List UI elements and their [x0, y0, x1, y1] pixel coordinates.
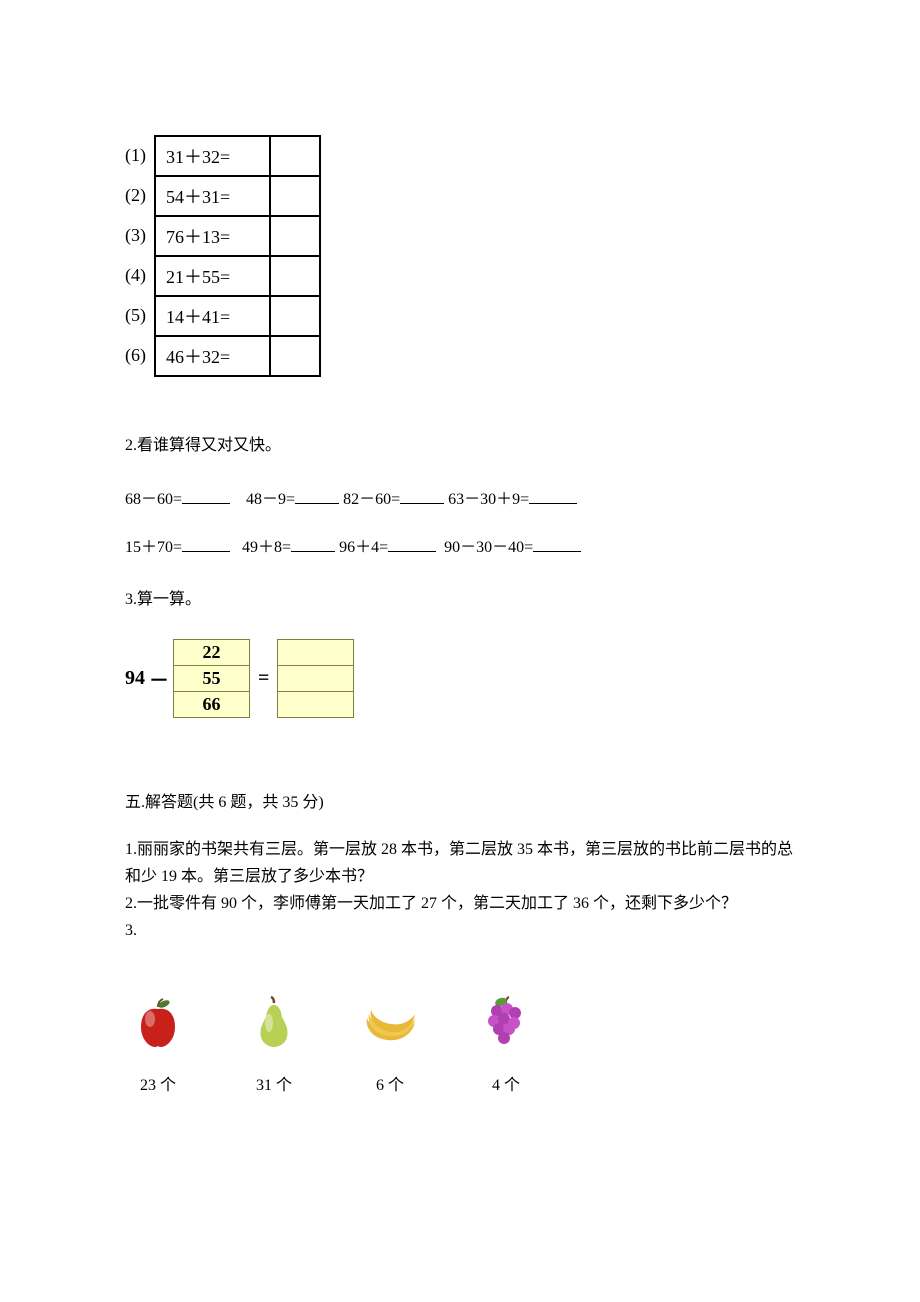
mental-math-row2: 15＋70= 49＋8= 96＋4= 90－30－40= — [125, 533, 795, 557]
word-problem-1: 1.丽丽家的书架共有三层。第一层放 28 本书，第二层放 35 本书，第三层放的… — [125, 836, 795, 890]
expr: 82－60= — [343, 491, 400, 508]
minuend: 94 — [125, 667, 145, 690]
row-label: (4) — [125, 255, 146, 295]
table-row: 14＋41= — [155, 296, 320, 336]
result-cell — [278, 639, 354, 665]
section5-heading: 五.解答题(共 6 题，共 35 分) — [125, 788, 795, 812]
result-cell — [278, 691, 354, 717]
word-problem-2: 2.一批零件有 90 个，李师傅第一天加工了 27 个，第二天加工了 36 个，… — [125, 890, 795, 917]
blank — [400, 503, 444, 504]
row-label: (5) — [125, 295, 146, 335]
row-label: (1) — [125, 135, 146, 175]
addition-table-section: (1) (2) (3) (4) (5) (6) 31＋32= 54＋31= 76… — [125, 135, 795, 377]
blank — [295, 503, 339, 504]
problem3-heading: 3.算一算。 — [125, 585, 795, 609]
expr: 48－9= — [246, 491, 295, 508]
result-table — [277, 639, 354, 718]
fruit-section: 23 个 31 个 6 个 — [125, 993, 795, 1095]
expr: 63－30＋9= — [448, 491, 529, 508]
expression-cell: 46＋32= — [155, 336, 270, 376]
expression-cell: 54＋31= — [155, 176, 270, 216]
subtraction-block: 94 － 22 55 66 = — [125, 639, 795, 718]
problem2-heading: 2.看谁算得又对又快。 — [125, 432, 795, 461]
blank — [182, 503, 230, 504]
table-row: 21＋55= — [155, 256, 320, 296]
minus-sign: － — [149, 664, 169, 693]
blank — [182, 551, 230, 552]
fruit-count: 31 个 — [256, 1071, 292, 1095]
subtrahend-table: 22 55 66 — [173, 639, 250, 718]
fruit-count: 23 个 — [140, 1071, 176, 1095]
table-row: 31＋32= — [155, 136, 320, 176]
fruit-count: 6 个 — [376, 1071, 404, 1095]
addition-table: 31＋32= 54＋31= 76＋13= 21＋55= 14＋41= 46＋32… — [154, 135, 321, 377]
fruit-apple: 23 个 — [129, 993, 187, 1095]
grapes-icon — [477, 993, 535, 1051]
result-cell — [278, 665, 354, 691]
table-row: 76＋13= — [155, 216, 320, 256]
expression-cell: 76＋13= — [155, 216, 270, 256]
blank — [291, 551, 335, 552]
blank — [388, 551, 436, 552]
word-problem-3: 3. — [125, 917, 795, 944]
subtrahend-cell: 55 — [174, 665, 250, 691]
row-label: (2) — [125, 175, 146, 215]
equals-sign: = — [258, 667, 269, 690]
subtrahend-cell: 22 — [174, 639, 250, 665]
row-labels: (1) (2) (3) (4) (5) (6) — [125, 135, 146, 377]
expression-cell: 31＋32= — [155, 136, 270, 176]
pear-icon — [245, 993, 303, 1051]
answer-cell — [270, 296, 320, 336]
table-row: 46＋32= — [155, 336, 320, 376]
banana-icon — [361, 993, 419, 1051]
blank — [529, 503, 577, 504]
subtrahend-cell: 66 — [174, 691, 250, 717]
fruit-banana: 6 个 — [361, 993, 419, 1095]
answer-cell — [270, 216, 320, 256]
answer-cell — [270, 336, 320, 376]
expr: 90－30－40= — [444, 539, 533, 556]
expression-cell: 14＋41= — [155, 296, 270, 336]
expr: 96＋4= — [339, 539, 388, 556]
mental-math-row1: 68－60= 48－9= 82－60= 63－30＋9= — [125, 485, 795, 509]
answer-cell — [270, 176, 320, 216]
fruit-grapes: 4 个 — [477, 993, 535, 1095]
apple-icon — [129, 993, 187, 1051]
fruit-pear: 31 个 — [245, 993, 303, 1095]
answer-cell — [270, 136, 320, 176]
row-label: (3) — [125, 215, 146, 255]
expr: 68－60= — [125, 491, 182, 508]
expr: 15＋70= — [125, 539, 182, 556]
expression-cell: 21＋55= — [155, 256, 270, 296]
answer-cell — [270, 256, 320, 296]
blank — [533, 551, 581, 552]
row-label: (6) — [125, 335, 146, 375]
expr: 49＋8= — [242, 539, 291, 556]
table-row: 54＋31= — [155, 176, 320, 216]
fruit-count: 4 个 — [492, 1071, 520, 1095]
